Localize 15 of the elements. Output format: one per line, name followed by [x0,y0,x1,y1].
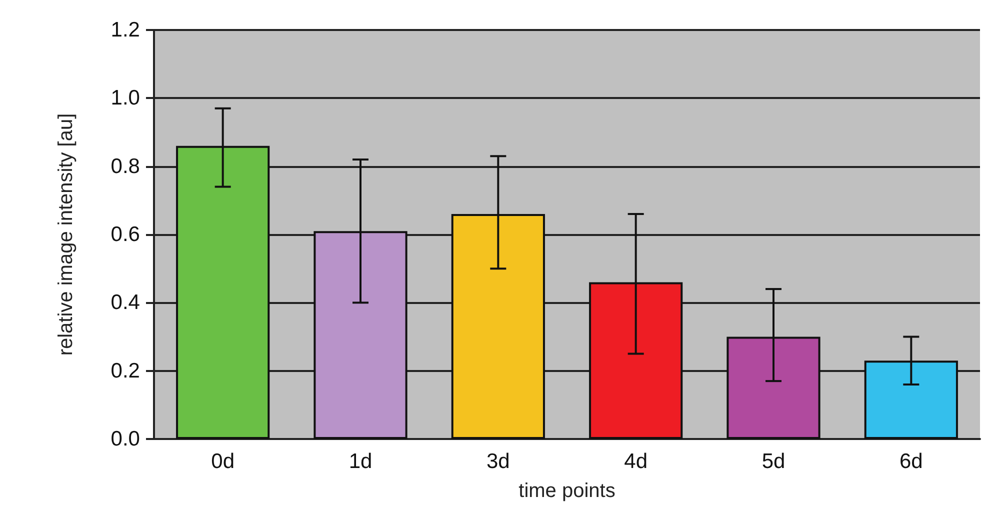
x-tick-label: 6d [899,450,923,473]
x-tick-label: 4d [624,450,648,473]
y-tick-label: 1.0 [110,86,140,110]
y-tick-label: 0.2 [110,359,140,382]
x-tick-label: 5d [762,450,786,473]
y-axis-title: relative image intensity [au] [55,113,77,356]
x-tick-label: 0d [211,450,235,473]
y-tick-label: 0.4 [110,291,140,314]
y-tick-label: 0.0 [110,428,140,450]
y-tick-label: 0.8 [110,154,140,178]
x-tick-label: 1d [348,450,372,473]
x-axis-title: time points [518,480,616,502]
y-tick-label: 1.2 [110,18,140,42]
x-tick-label: 3d [486,450,510,473]
y-tick-label: 0.6 [110,223,140,246]
